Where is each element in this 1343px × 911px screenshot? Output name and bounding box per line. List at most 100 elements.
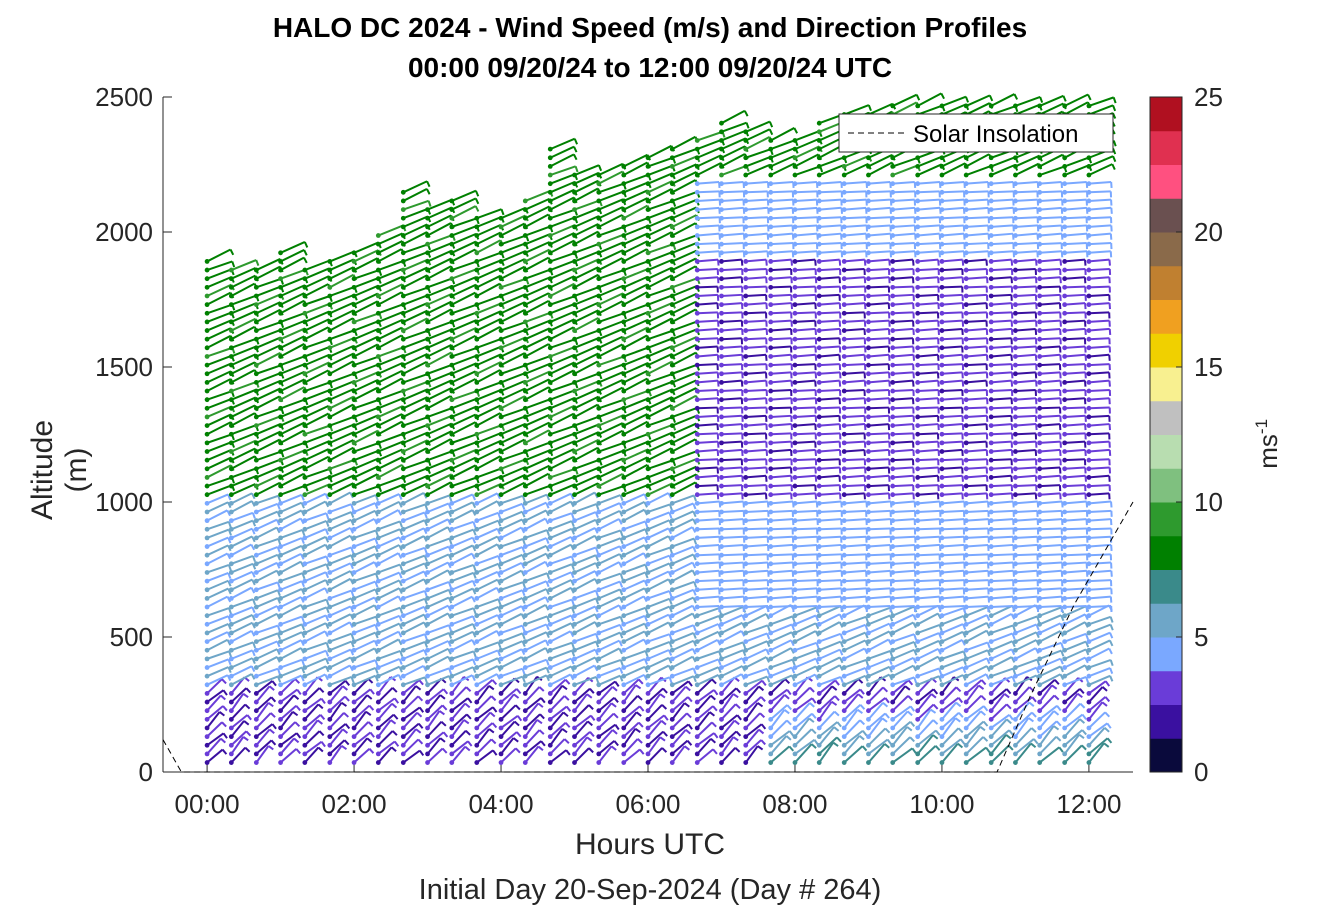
barb-base xyxy=(498,241,504,247)
barb-staff xyxy=(647,621,670,634)
barb-staff xyxy=(206,334,232,349)
barb-base xyxy=(425,561,430,567)
barb-base xyxy=(547,509,553,515)
barb-base xyxy=(400,595,406,601)
barb-base xyxy=(400,423,406,428)
barb-flag xyxy=(277,495,282,502)
barb-flag xyxy=(472,521,477,528)
barb-flag xyxy=(227,494,232,501)
barb-base xyxy=(400,518,406,524)
barb-base xyxy=(327,440,333,446)
barb-base xyxy=(547,544,553,549)
wind-barb xyxy=(302,598,330,610)
barb-staff xyxy=(206,721,223,738)
barb-flag xyxy=(325,556,330,563)
barb-staff xyxy=(304,424,331,436)
barb-base xyxy=(327,742,333,748)
barb-base xyxy=(498,293,504,299)
barb-base xyxy=(204,552,210,558)
barb-staff xyxy=(451,615,474,626)
wind-barb xyxy=(302,543,330,558)
barb-staff xyxy=(255,518,278,531)
barb-base xyxy=(351,665,357,670)
barb-base xyxy=(351,405,357,411)
barb-base xyxy=(302,561,308,567)
barb-staff xyxy=(402,250,429,263)
barb-base xyxy=(400,561,406,567)
barb-base xyxy=(228,509,234,515)
barb-base xyxy=(596,449,602,454)
barb-base xyxy=(327,734,333,740)
barb-base xyxy=(278,570,283,575)
barb-base xyxy=(547,276,553,282)
barb-base xyxy=(228,526,234,532)
barb-base xyxy=(278,656,283,662)
barb-base xyxy=(498,388,504,394)
barb-base xyxy=(400,414,406,420)
barb-base xyxy=(522,371,528,377)
wind-barb xyxy=(278,596,305,610)
wind-barb xyxy=(204,260,236,273)
wind-barb xyxy=(278,529,306,541)
barb-base xyxy=(669,647,675,653)
barb-flag xyxy=(466,713,472,720)
barb-base xyxy=(572,189,577,195)
barb-base xyxy=(498,535,504,541)
barb-base xyxy=(572,673,577,679)
barb-base xyxy=(204,267,210,273)
barb-staff xyxy=(476,562,499,574)
barb-base xyxy=(645,526,651,532)
barb-base xyxy=(425,621,430,627)
barb-base xyxy=(425,673,430,679)
barb-base xyxy=(596,518,602,524)
barb-base xyxy=(572,708,577,714)
barb-base xyxy=(645,716,651,722)
barb-staff xyxy=(623,579,646,591)
barb-base xyxy=(522,760,528,765)
barb-flag xyxy=(545,659,550,666)
wind-barb xyxy=(400,738,424,757)
barb-staff xyxy=(353,502,376,513)
wind-barb xyxy=(302,714,326,731)
barb-base xyxy=(474,302,480,308)
barb-base xyxy=(474,561,480,567)
barb-base xyxy=(547,656,553,662)
barb-flag xyxy=(516,731,522,738)
barb-staff xyxy=(206,390,233,401)
barb-base xyxy=(278,544,283,549)
barb-flag xyxy=(439,694,446,700)
barb-base xyxy=(278,518,283,524)
barb-staff xyxy=(671,624,694,634)
barb-base xyxy=(474,284,480,290)
barb-base xyxy=(621,362,627,368)
barb-flag xyxy=(251,606,256,614)
barb-staff xyxy=(647,164,673,176)
barb-base xyxy=(547,587,553,593)
barb-staff xyxy=(476,614,499,626)
wind-barb xyxy=(253,494,282,506)
wind-barb xyxy=(351,721,374,740)
barb-staff xyxy=(353,537,376,548)
barb-base xyxy=(621,725,627,731)
barb-base xyxy=(351,716,357,722)
barb-flag xyxy=(393,740,400,747)
barb-base xyxy=(253,414,259,420)
barb-base xyxy=(572,449,577,454)
barb-base xyxy=(522,250,528,256)
barb-staff xyxy=(671,553,694,565)
barb-staff xyxy=(451,354,477,367)
barb-base xyxy=(669,656,675,662)
barb-base xyxy=(228,405,234,411)
barb-staff xyxy=(255,466,282,479)
barb-base xyxy=(327,302,333,308)
barb-base xyxy=(228,518,234,524)
barb-base xyxy=(596,699,602,705)
barb-staff xyxy=(671,667,695,678)
barb-base xyxy=(278,509,283,515)
barb-base xyxy=(547,552,553,558)
barb-staff xyxy=(353,406,380,418)
wind-barb xyxy=(204,658,232,670)
wind-barb xyxy=(253,561,281,575)
barb-base xyxy=(204,526,210,532)
barb-base xyxy=(498,725,504,731)
